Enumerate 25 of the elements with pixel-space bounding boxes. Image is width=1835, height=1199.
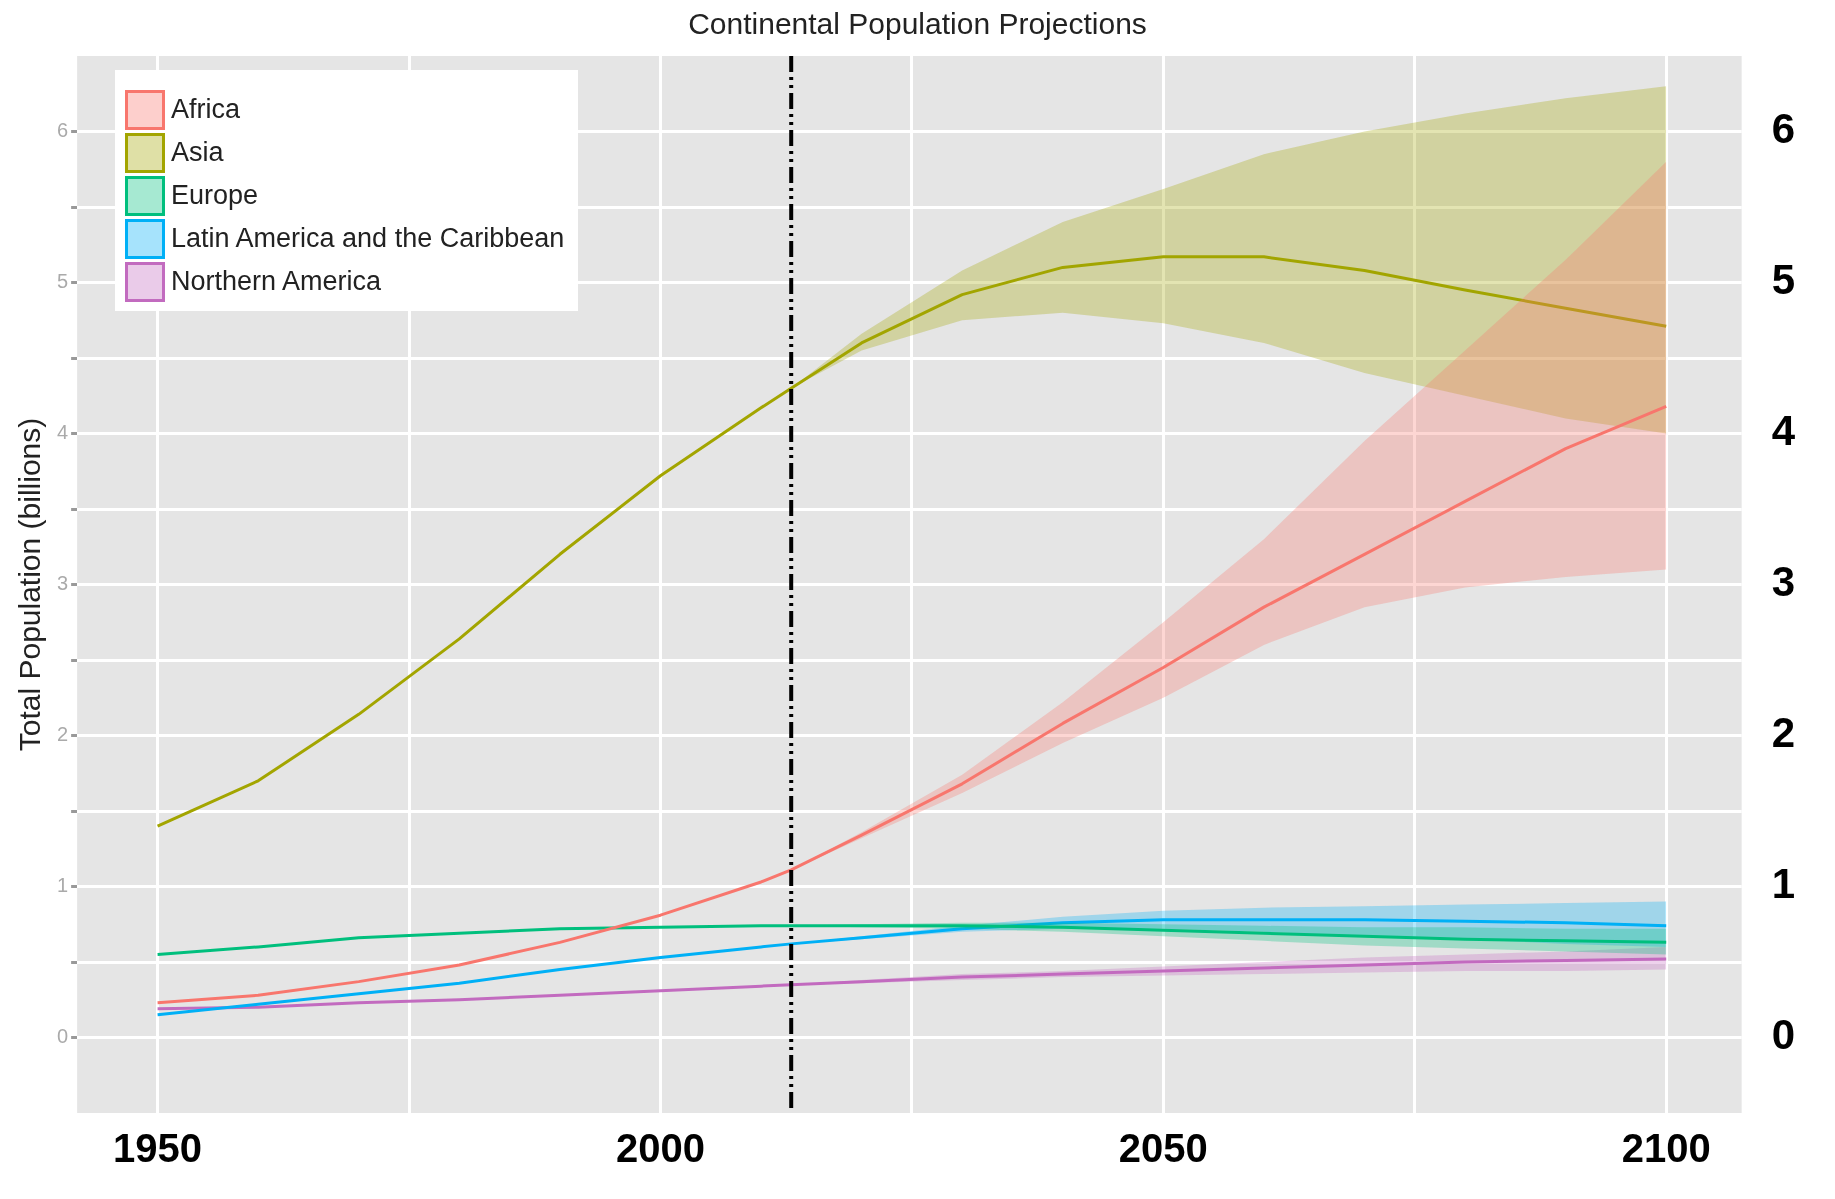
y-tick-label: 2 <box>57 723 69 746</box>
legend-label: Europe <box>171 180 259 211</box>
y-tick-label: 1 <box>57 874 69 897</box>
legend-label: Northern America <box>171 266 382 297</box>
x-tick-label: 2000 <box>615 1126 705 1171</box>
x-tick-label: 2050 <box>1118 1126 1208 1171</box>
y2-tick-label: 3 <box>1771 558 1795 606</box>
y2-tick-label: 4 <box>1771 407 1796 455</box>
y-tick-label: 0 <box>57 1025 69 1048</box>
x-tick-label: 1950 <box>113 1126 203 1171</box>
legend-label: Asia <box>171 137 224 168</box>
y-tick-label: 5 <box>57 270 69 293</box>
legend-label: Latin America and the Caribbean <box>171 223 565 254</box>
y-tick-label: 3 <box>57 572 69 595</box>
y-tick-label: 4 <box>57 421 69 444</box>
y-axis-title: Total Population (billions) <box>13 417 47 752</box>
y2-tick-label: 0 <box>1771 1011 1795 1059</box>
y2-tick-label: 5 <box>1771 256 1795 304</box>
y2-tick-label: 2 <box>1771 709 1795 757</box>
x-tick-label: 2100 <box>1621 1126 1711 1171</box>
y2-tick-label: 1 <box>1771 860 1795 908</box>
y2-tick-label: 6 <box>1771 105 1795 153</box>
chart-title: Continental Population Projections <box>688 7 1147 41</box>
y-tick-label: 6 <box>57 119 69 142</box>
legend-label: Africa <box>171 94 241 125</box>
